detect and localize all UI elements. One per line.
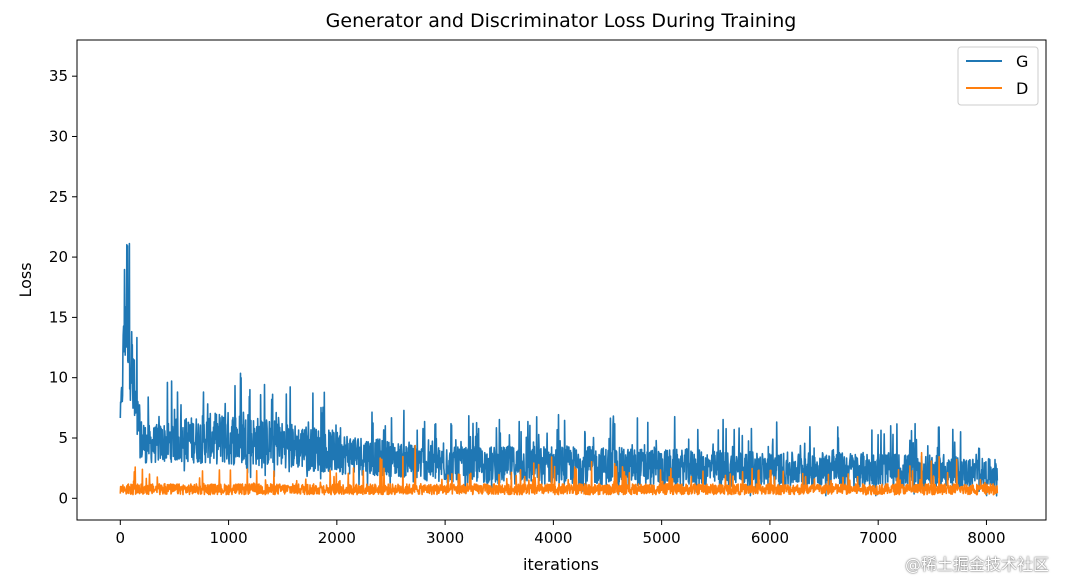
legend: G D [957, 46, 1039, 106]
x-tick-label: 3000 [426, 529, 464, 547]
y-tick-label: 10 [49, 369, 68, 387]
x-axis-ticks: 0 1000 2000 3000 4000 5000 6000 7000 8000 [116, 520, 1006, 547]
legend-label-d: D [1016, 79, 1028, 98]
plot-frame [76, 39, 1047, 521]
x-axis-label: iterations [523, 555, 599, 574]
series-layer [119, 242, 999, 497]
watermark-text: @稀土掘金技术社区 [904, 555, 1049, 574]
y-axis-label: Loss [16, 262, 35, 297]
y-tick-label: 35 [49, 67, 68, 85]
x-tick-label: 6000 [751, 529, 789, 547]
x-tick-label: 4000 [534, 529, 572, 547]
x-tick-label: 7000 [859, 529, 897, 547]
series-line-d [119, 444, 999, 496]
y-tick-label: 15 [49, 308, 68, 326]
y-tick-label: 5 [58, 429, 68, 447]
y-tick-label: 0 [58, 489, 68, 507]
y-axis-ticks: 0 5 10 15 20 25 30 35 [49, 67, 77, 507]
chart-title: Generator and Discriminator Loss During … [326, 10, 797, 32]
series-line-g [119, 242, 999, 497]
y-tick-label: 30 [49, 127, 68, 145]
y-tick-label: 20 [49, 248, 68, 266]
x-tick-label: 2000 [318, 529, 356, 547]
x-tick-label: 5000 [643, 529, 681, 547]
legend-label-g: G [1016, 52, 1028, 71]
x-tick-label: 8000 [967, 529, 1005, 547]
y-tick-label: 25 [49, 188, 68, 206]
x-tick-label: 0 [116, 529, 126, 547]
x-tick-label: 1000 [209, 529, 247, 547]
